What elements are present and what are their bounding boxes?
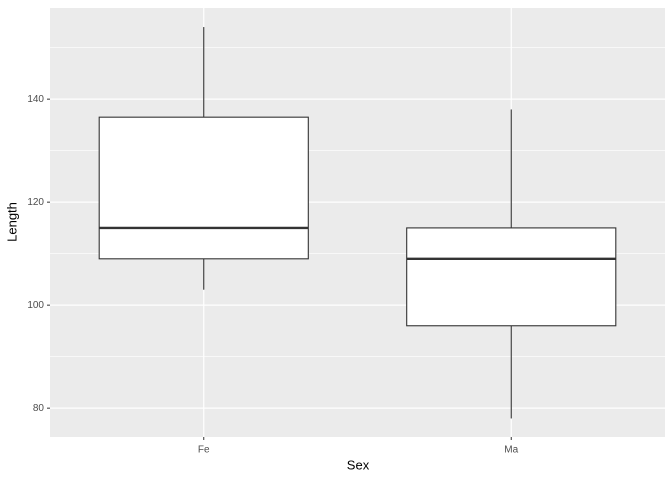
y-tick-label: 140	[27, 94, 44, 105]
y-tick-label: 80	[33, 403, 45, 414]
y-tick-label: 120	[27, 197, 44, 208]
y-axis-title: Length	[4, 202, 19, 242]
x-axis-title: Sex	[347, 457, 370, 472]
y-tick-label: 100	[27, 300, 44, 311]
x-tick-label: Ma	[504, 445, 518, 456]
x-tick-label: Fe	[198, 445, 210, 456]
box	[98, 116, 309, 260]
box	[406, 227, 617, 327]
